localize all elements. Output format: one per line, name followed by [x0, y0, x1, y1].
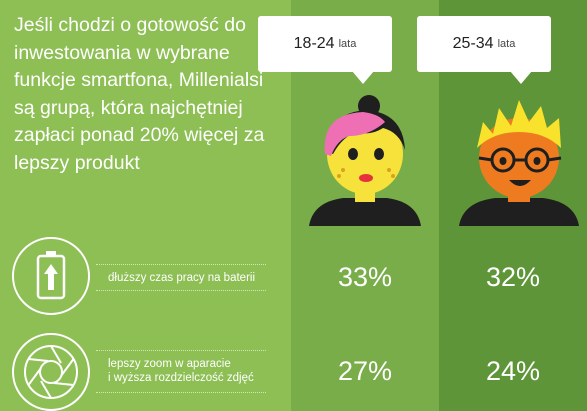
bubble-tail [510, 71, 532, 84]
row-divider [96, 350, 266, 351]
row-label-camera: lepszy zoom w aparacie i wyższa rozdziel… [108, 358, 254, 384]
camera-lens-icon-circle [12, 333, 90, 411]
row-divider [96, 264, 266, 265]
age-bubble-18-24: 18-24 lata [258, 16, 392, 72]
row-label-battery: dłuższy czas pracy na baterii [108, 272, 256, 284]
row-divider [96, 392, 266, 393]
age-range-label: 18-24 [293, 35, 335, 52]
avatar-girl-pink-hair-icon [309, 95, 421, 226]
value-battery-25-34: 32% [485, 262, 541, 292]
value-camera-18-24: 27% [337, 356, 393, 386]
value-camera-25-34: 24% [485, 356, 541, 386]
age-unit-label: lata [338, 38, 357, 50]
camera-lens-icon [24, 345, 78, 399]
avatar-boy-glasses-icon [459, 100, 579, 226]
age-range-label: 25-34 [452, 35, 494, 52]
age-bubble-25-34: 25-34 lata [417, 16, 551, 72]
value-battery-18-24: 33% [337, 262, 393, 292]
age-unit-label: lata [497, 38, 516, 50]
bubble-tail [352, 71, 374, 84]
battery-icon-circle [12, 237, 90, 315]
row-divider [96, 290, 266, 291]
headline: Jeśli chodzi o gotowość do inwestowania … [14, 14, 265, 174]
battery-icon [36, 251, 66, 300]
